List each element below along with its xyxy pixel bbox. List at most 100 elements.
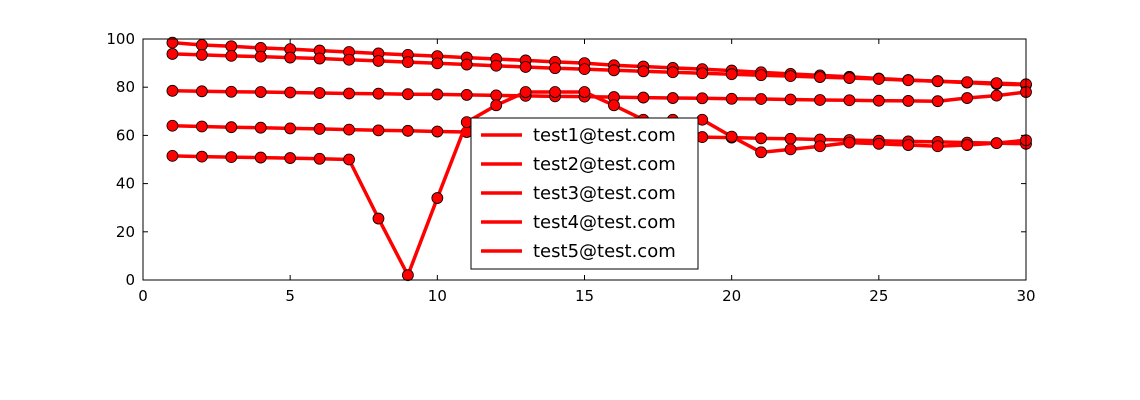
- data-point: [637, 65, 650, 78]
- data-point: [902, 74, 915, 87]
- data-point: [666, 66, 679, 79]
- data-point: [696, 67, 709, 80]
- data-point: [608, 99, 620, 112]
- data-point: [166, 119, 179, 132]
- data-point: [931, 140, 944, 153]
- data-point: [313, 52, 326, 65]
- series-1: [166, 36, 1032, 91]
- data-point: [990, 137, 1003, 150]
- series-2: [166, 48, 1032, 91]
- data-point: [725, 130, 738, 143]
- legend-label: test5@test.com: [533, 241, 676, 262]
- data-point: [401, 88, 414, 101]
- data-point: [284, 152, 297, 164]
- data-point: [872, 94, 885, 107]
- data-point: [814, 140, 826, 153]
- legend-item-2: test2@test.com: [481, 154, 676, 175]
- data-point: [755, 93, 767, 105]
- data-point: [284, 51, 297, 64]
- y-tick-label: 80: [116, 78, 135, 96]
- data-point: [313, 87, 326, 99]
- data-point: [784, 93, 797, 106]
- series-3: [166, 84, 1032, 108]
- y-tick-label: 0: [125, 271, 135, 289]
- data-point: [401, 269, 414, 282]
- data-point: [343, 87, 355, 100]
- data-point: [872, 73, 885, 85]
- x-tick-label: 25: [869, 287, 888, 305]
- data-point: [343, 123, 355, 136]
- data-point: [578, 63, 591, 76]
- data-point: [961, 139, 974, 151]
- data-point: [519, 86, 532, 98]
- data-point: [608, 64, 620, 77]
- data-point: [519, 61, 532, 73]
- data-point: [195, 85, 208, 98]
- data-point: [195, 49, 208, 61]
- data-point: [814, 94, 826, 106]
- y-tick-label: 40: [116, 175, 135, 193]
- data-point: [666, 92, 679, 104]
- data-point: [372, 87, 385, 100]
- data-point: [460, 58, 473, 71]
- data-point: [902, 139, 915, 151]
- data-point: [784, 70, 797, 83]
- data-point: [990, 89, 1003, 102]
- data-point: [549, 62, 561, 75]
- data-point: [725, 92, 738, 105]
- data-point: [225, 85, 238, 98]
- data-point: [755, 146, 767, 159]
- data-point: [843, 94, 856, 107]
- data-point: [784, 132, 797, 145]
- x-tick-label: 5: [285, 287, 295, 305]
- legend-label: test4@test.com: [533, 212, 676, 233]
- data-point: [872, 137, 885, 150]
- data-point: [166, 84, 179, 97]
- data-point: [254, 86, 267, 98]
- data-point: [401, 56, 414, 69]
- series-line: [172, 52, 1027, 87]
- y-tick-label: 60: [116, 126, 135, 144]
- data-point: [313, 122, 326, 135]
- data-point: [431, 57, 444, 70]
- legend-item-5: test5@test.com: [481, 241, 676, 262]
- legend-item-4: test4@test.com: [481, 212, 676, 233]
- series-5: [166, 86, 1032, 282]
- data-point: [814, 71, 826, 83]
- data-point: [313, 152, 326, 165]
- x-tick-label: 10: [428, 287, 447, 305]
- data-point: [931, 75, 944, 88]
- data-point: [166, 149, 179, 162]
- data-point: [843, 136, 856, 149]
- data-point: [401, 124, 414, 137]
- legend: test1@test.com test2@test.com test3@test.c…: [470, 117, 699, 270]
- data-point: [902, 95, 915, 107]
- data-point: [784, 143, 797, 156]
- data-point: [284, 122, 297, 135]
- x-tick-label: 15: [575, 287, 594, 305]
- data-point: [755, 132, 767, 145]
- data-point: [254, 151, 267, 164]
- data-point: [696, 92, 709, 105]
- data-point: [195, 39, 208, 51]
- legend-item-3: test3@test.com: [481, 183, 676, 204]
- legend-label: test2@test.com: [533, 154, 676, 175]
- data-point: [254, 50, 267, 63]
- data-point: [225, 49, 238, 62]
- x-tick-label: 0: [138, 287, 148, 305]
- legend-label: test1@test.com: [533, 125, 676, 146]
- legend-items: test1@test.com test2@test.com test3@test.c…: [481, 125, 676, 262]
- data-point: [195, 150, 208, 163]
- data-point: [195, 120, 208, 133]
- data-point: [254, 121, 267, 134]
- data-point: [343, 53, 355, 66]
- legend-label: test3@test.com: [533, 183, 676, 204]
- data-point: [549, 86, 561, 98]
- data-point: [225, 151, 238, 163]
- data-point: [372, 124, 385, 137]
- data-point: [961, 92, 974, 104]
- x-tick-label: 30: [1016, 287, 1035, 305]
- data-point: [725, 68, 738, 81]
- data-point: [490, 99, 503, 112]
- legend-item-1: test1@test.com: [481, 125, 676, 146]
